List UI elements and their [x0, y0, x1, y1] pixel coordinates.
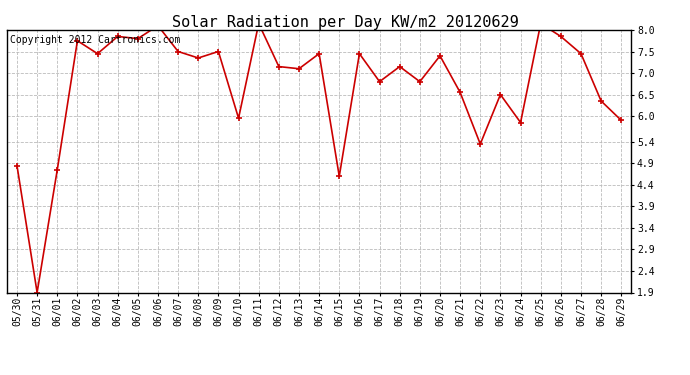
- Text: Copyright 2012 Cartronics.com: Copyright 2012 Cartronics.com: [10, 35, 180, 45]
- Text: Solar Radiation per Day KW/m2 20120629: Solar Radiation per Day KW/m2 20120629: [172, 15, 518, 30]
